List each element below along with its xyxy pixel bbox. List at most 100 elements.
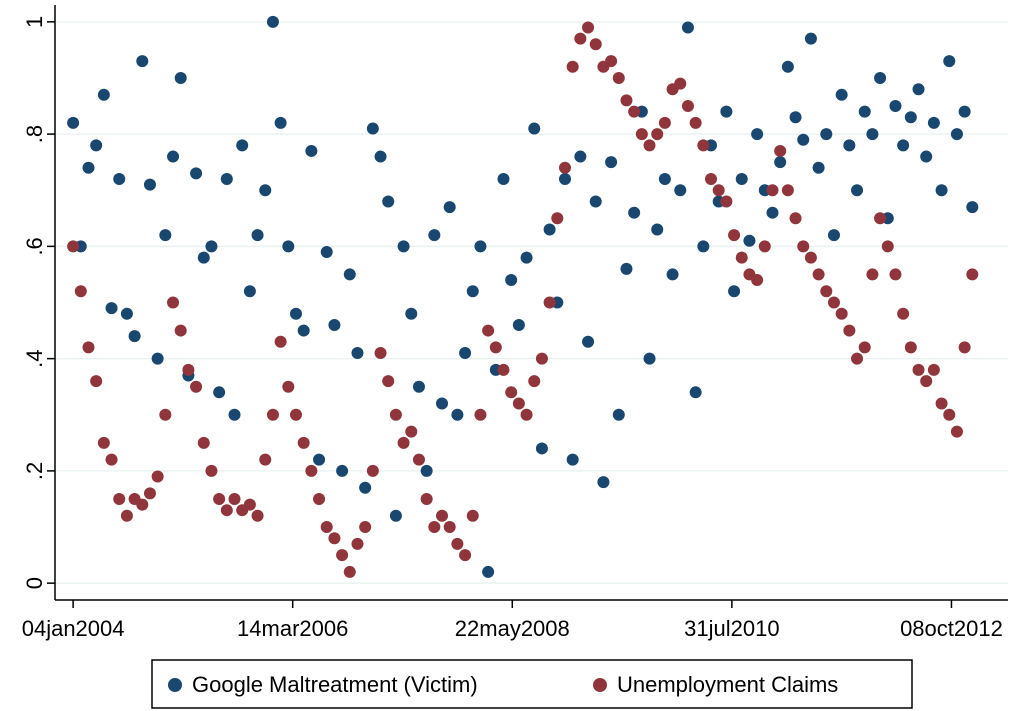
point xyxy=(151,352,164,365)
point xyxy=(113,173,126,186)
point xyxy=(766,206,779,219)
point xyxy=(528,122,541,135)
point xyxy=(328,318,341,331)
point xyxy=(359,521,372,534)
point xyxy=(451,408,464,421)
point xyxy=(689,386,702,399)
point xyxy=(105,302,118,315)
point xyxy=(635,128,648,141)
point xyxy=(97,436,110,449)
point xyxy=(697,240,710,253)
point xyxy=(366,464,379,477)
point xyxy=(943,55,956,68)
point xyxy=(359,481,372,494)
point xyxy=(566,60,579,73)
point xyxy=(259,184,272,197)
point xyxy=(874,212,887,225)
point xyxy=(412,380,425,393)
point xyxy=(374,150,387,163)
point xyxy=(443,521,456,534)
y-tick-label: .6 xyxy=(22,237,47,255)
point xyxy=(228,492,241,505)
point xyxy=(658,116,671,129)
point xyxy=(136,55,149,68)
legend-box xyxy=(151,659,913,709)
point xyxy=(851,352,864,365)
point xyxy=(459,549,472,562)
point xyxy=(97,88,110,101)
point xyxy=(90,139,103,152)
point xyxy=(328,532,341,545)
point xyxy=(474,408,487,421)
point xyxy=(943,408,956,421)
point xyxy=(143,487,156,500)
point xyxy=(535,352,548,365)
point xyxy=(582,335,595,348)
point xyxy=(674,77,687,90)
point xyxy=(105,453,118,466)
point xyxy=(205,240,218,253)
point xyxy=(658,173,671,186)
y-tick-label: .8 xyxy=(22,125,47,143)
y-tick-label: .2 xyxy=(22,462,47,480)
legend-marker xyxy=(593,678,607,692)
point xyxy=(958,341,971,354)
point xyxy=(728,229,741,242)
point xyxy=(697,139,710,152)
point xyxy=(835,88,848,101)
point xyxy=(167,150,180,163)
point xyxy=(543,223,556,236)
point xyxy=(681,21,694,34)
point xyxy=(935,184,948,197)
point xyxy=(397,436,410,449)
point xyxy=(566,453,579,466)
point xyxy=(374,347,387,360)
point xyxy=(489,341,502,354)
point xyxy=(582,21,595,34)
point xyxy=(266,408,279,421)
point xyxy=(904,111,917,124)
point xyxy=(858,341,871,354)
point xyxy=(589,195,602,208)
point xyxy=(543,296,556,309)
point xyxy=(827,229,840,242)
point xyxy=(781,184,794,197)
y-tick-label: 1 xyxy=(22,16,47,28)
point xyxy=(405,425,418,438)
legend-label: Google Maltreatment (Victim) xyxy=(192,672,478,697)
point xyxy=(751,274,764,287)
point xyxy=(482,565,495,578)
point xyxy=(735,173,748,186)
point xyxy=(174,71,187,84)
point xyxy=(343,268,356,281)
point xyxy=(751,128,764,141)
point xyxy=(666,268,679,281)
point xyxy=(889,100,902,113)
point xyxy=(336,464,349,477)
point xyxy=(651,128,664,141)
point xyxy=(313,453,326,466)
point xyxy=(758,240,771,253)
point xyxy=(474,240,487,253)
point xyxy=(904,341,917,354)
point xyxy=(128,330,141,343)
point xyxy=(497,173,510,186)
point xyxy=(551,212,564,225)
point xyxy=(67,116,80,129)
point xyxy=(628,206,641,219)
point xyxy=(113,492,126,505)
point xyxy=(82,161,95,174)
x-tick-label: 14mar2006 xyxy=(237,616,348,641)
point xyxy=(336,549,349,562)
point xyxy=(190,380,203,393)
point xyxy=(143,178,156,191)
point xyxy=(705,173,718,186)
point xyxy=(820,285,833,298)
point xyxy=(597,476,610,489)
point xyxy=(451,537,464,550)
point xyxy=(927,116,940,129)
point xyxy=(274,116,287,129)
y-tick-label: .4 xyxy=(22,349,47,367)
